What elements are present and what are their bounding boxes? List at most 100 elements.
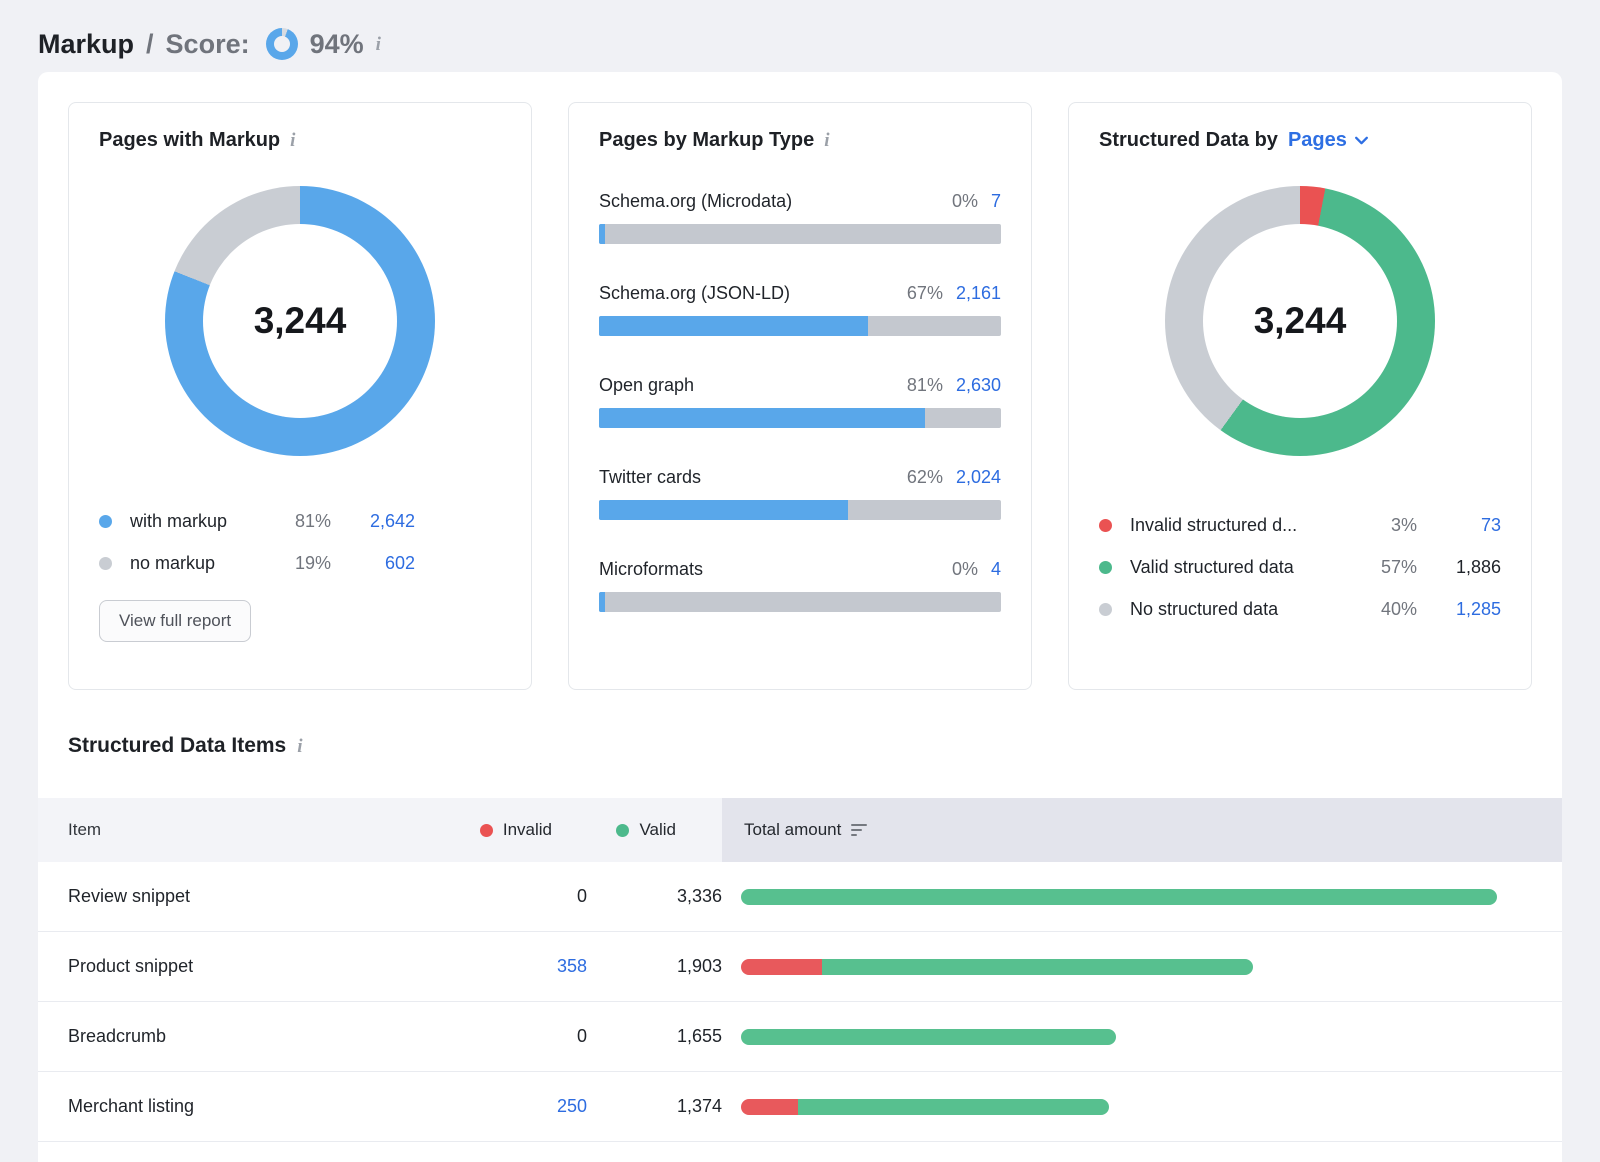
- markup-type-row: Schema.org (JSON-LD) 67% 2,161: [599, 283, 1001, 336]
- info-icon[interactable]: i: [297, 735, 303, 757]
- legend-dot-with-markup: [99, 514, 112, 528]
- donut-legend: with markup 81% 2,642 no markup 19% 602: [99, 500, 415, 584]
- legend-dot-invalid: [1099, 518, 1112, 532]
- report-panel: Pages with Markup i 3,244 with markup 81…: [38, 72, 1562, 1162]
- column-header-invalid-label: Invalid: [502, 820, 552, 839]
- donut-hole: 3,244: [1203, 224, 1397, 418]
- markup-type-value-link[interactable]: 2,024: [955, 467, 1001, 487]
- column-header-invalid: Invalid: [417, 798, 587, 862]
- markup-type-value-link[interactable]: 2,161: [955, 283, 1001, 303]
- markup-type-label: Twitter cards: [599, 467, 702, 487]
- summary-cards: Pages with Markup i 3,244 with markup 81…: [38, 102, 1562, 690]
- table-row: Review snippet 0 3,336: [38, 862, 1562, 932]
- legend-percent: 19%: [294, 552, 331, 573]
- markup-type-percent: 67%: [906, 283, 943, 303]
- markup-type-percent: 0%: [951, 559, 978, 579]
- markup-type-value-link[interactable]: 4: [990, 559, 1001, 579]
- legend-dot-no-markup: [99, 556, 112, 570]
- bar-invalid-segment: [741, 958, 822, 975]
- score-donut-hole: [273, 36, 290, 52]
- column-header-total-amount[interactable]: Total amount: [722, 798, 1562, 862]
- column-header-valid-label: Valid: [639, 820, 676, 839]
- markup-type-bar-fill: [599, 500, 849, 520]
- chevron-down-icon: [1354, 136, 1368, 145]
- markup-type-value-link[interactable]: 7: [990, 191, 1001, 211]
- table-header-row: Item Invalid Valid Total amount: [38, 798, 1562, 862]
- invalid-count: 0: [576, 1026, 587, 1046]
- score-donut-icon: [265, 28, 298, 60]
- markup-type-bar-fill: [599, 316, 869, 336]
- table-row: Merchant listing 250 1,374: [38, 1072, 1562, 1142]
- item-name: Merchant listing: [68, 1096, 195, 1116]
- legend-value-link[interactable]: 602: [384, 552, 415, 573]
- bar-valid-segment: [822, 958, 1253, 975]
- page-title: Markup: [38, 28, 135, 59]
- invalid-dot-icon: [479, 823, 493, 837]
- legend-value-link[interactable]: 73: [1480, 514, 1501, 535]
- legend-item: with markup 81% 2,642: [99, 500, 415, 542]
- item-name: Breadcrumb: [68, 1026, 167, 1046]
- legend-label: No structured data: [1130, 598, 1279, 619]
- total-amount-cell: [722, 1028, 1562, 1045]
- markup-type-label: Open graph: [599, 375, 695, 395]
- legend-label: Invalid structured d...: [1130, 514, 1298, 535]
- invalid-count-link[interactable]: 250: [556, 1096, 587, 1116]
- total-amount-bar: [741, 888, 1497, 905]
- total-amount-cell: [722, 888, 1562, 905]
- markup-type-percent: 62%: [906, 467, 943, 487]
- bar-valid-segment: [741, 1028, 1116, 1045]
- markup-type-value-link[interactable]: 2,630: [955, 375, 1001, 395]
- pages-with-markup-donut: 3,244: [165, 186, 435, 456]
- legend-dot-none: [1099, 602, 1112, 616]
- legend-value: 1,886: [1455, 556, 1501, 577]
- column-header-valid: Valid: [587, 798, 722, 862]
- legend-percent: 81%: [294, 510, 331, 531]
- info-icon[interactable]: i: [375, 33, 381, 55]
- structured-data-items-table: Item Invalid Valid Total amount Review s…: [38, 798, 1562, 1142]
- total-amount-cell: [722, 958, 1562, 975]
- markup-type-row: Open graph 81% 2,630: [599, 375, 1001, 428]
- markup-type-percent: 0%: [951, 191, 978, 211]
- legend-value-link[interactable]: 2,642: [369, 510, 415, 531]
- markup-type-bar-track: [599, 500, 1001, 520]
- markup-type-bar-track: [599, 408, 1001, 428]
- legend-item: Invalid structured d... 3% 73: [1099, 504, 1501, 546]
- legend-percent: 3%: [1390, 514, 1417, 535]
- pages-selector-dropdown[interactable]: Pages: [1288, 129, 1370, 152]
- table-row: Breadcrumb 0 1,655: [38, 1002, 1562, 1072]
- info-icon[interactable]: i: [824, 130, 830, 151]
- total-amount-bar: [741, 958, 1253, 975]
- markup-type-bar-track: [599, 592, 1001, 612]
- legend-item: no markup 19% 602: [99, 542, 415, 584]
- view-full-report-button[interactable]: View full report: [99, 600, 252, 642]
- valid-count: 1,903: [676, 956, 722, 976]
- pages-selector-label: Pages: [1287, 129, 1347, 151]
- valid-dot-icon: [616, 823, 630, 837]
- markup-type-bar-track: [599, 224, 1001, 244]
- invalid-count-link[interactable]: 358: [556, 956, 587, 976]
- valid-count: 3,336: [676, 886, 722, 906]
- structured-data-by-card: Structured Data by Pages 3,244 Invalid s…: [1068, 102, 1532, 690]
- score-value: 94%: [309, 28, 364, 59]
- markup-type-bar-track: [599, 316, 1001, 336]
- donut-total-value: 3,244: [253, 300, 347, 341]
- donut-total-value: 3,244: [1253, 300, 1347, 341]
- legend-dot-valid: [1099, 560, 1112, 574]
- legend-label: no markup: [130, 552, 216, 573]
- total-amount-bar: [741, 1028, 1116, 1045]
- markup-type-percent: 81%: [906, 375, 943, 395]
- valid-count: 1,655: [676, 1026, 722, 1046]
- legend-item: No structured data 40% 1,285: [1099, 588, 1501, 630]
- card-title: Pages with Markup: [99, 129, 281, 151]
- card-title: Pages by Markup Type: [599, 129, 815, 151]
- donut-hole: 3,244: [203, 224, 397, 418]
- donut-legend: Invalid structured d... 3% 73 Valid stru…: [1099, 504, 1501, 630]
- bar-valid-segment: [741, 888, 1497, 905]
- info-icon[interactable]: i: [290, 130, 296, 151]
- table-row: Product snippet 358 1,903: [38, 932, 1562, 1002]
- legend-value-link[interactable]: 1,285: [1455, 598, 1501, 619]
- markup-type-label: Schema.org (Microdata): [599, 191, 793, 211]
- legend-percent: 57%: [1380, 556, 1417, 577]
- card-title: Structured Data by: [1099, 129, 1278, 151]
- legend-label: Valid structured data: [1130, 556, 1294, 577]
